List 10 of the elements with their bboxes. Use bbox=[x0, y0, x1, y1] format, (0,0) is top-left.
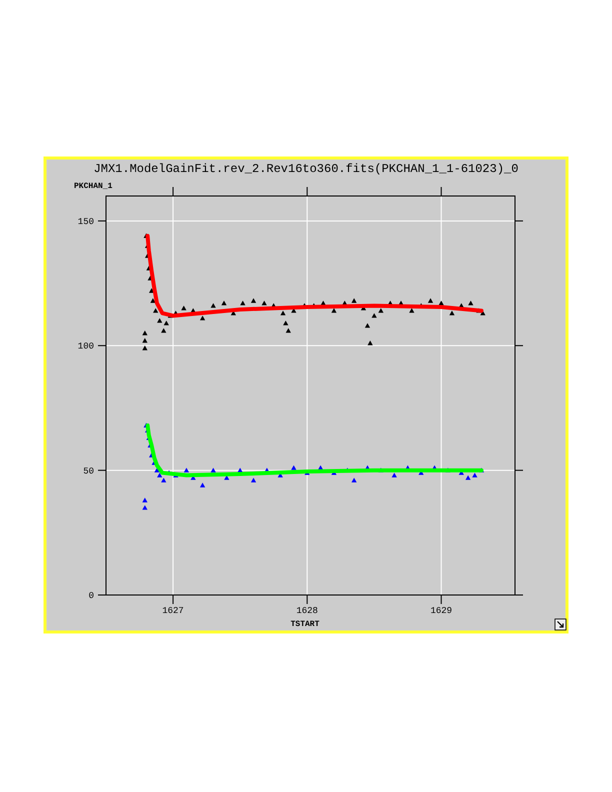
chart-title: JMX1.ModelGainFit.rev_2.Rev16to360.fits(PKCHAN_1_1-61023)_0 bbox=[94, 162, 518, 176]
y-tick-label: 100 bbox=[78, 342, 94, 352]
y-tick-label: 150 bbox=[78, 216, 94, 227]
y-tick-label: 0 bbox=[88, 591, 94, 601]
y-tick-label: 50 bbox=[83, 466, 94, 476]
x-axis-title: TSTART bbox=[290, 620, 320, 629]
x-tick-label: 1627 bbox=[162, 606, 184, 616]
y-axis-title: PKCHAN_1 bbox=[74, 182, 113, 191]
x-tick-label: 1629 bbox=[430, 606, 452, 616]
x-tick-label: 1628 bbox=[296, 606, 318, 616]
